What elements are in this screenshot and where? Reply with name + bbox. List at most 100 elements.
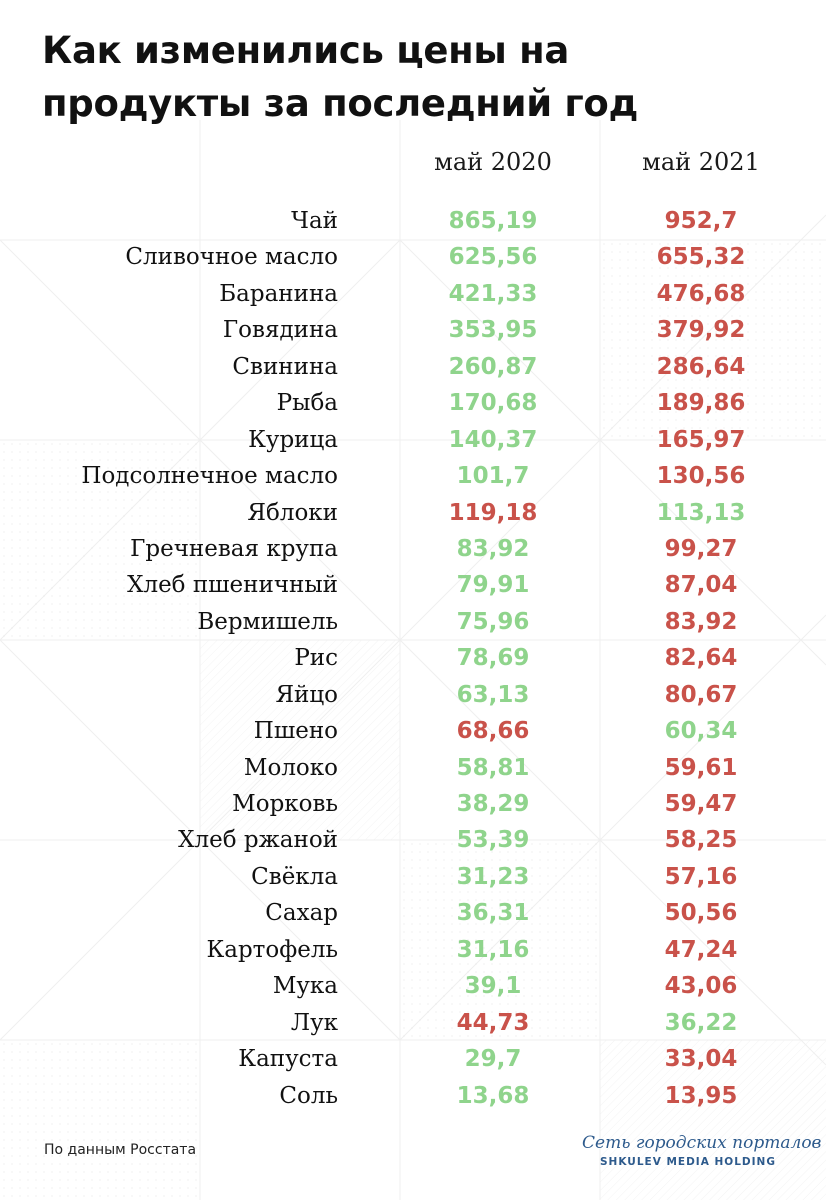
column-header-may-2021: май 2021 [642, 148, 760, 176]
price-may-2020: 353,95 [448, 317, 538, 344]
price-may-2020: 39,1 [464, 973, 522, 1000]
price-may-2021: 59,47 [664, 791, 738, 817]
price-may-2020: 13,68 [456, 1082, 530, 1109]
table-row: Сливочное масло 625,56 655,32 [0, 239, 826, 275]
table-row: Яблоки 119,18 113,13 [0, 495, 826, 531]
price-may-2020: 53,39 [456, 827, 530, 854]
price-may-2021: 43,06 [664, 973, 738, 1000]
table-row: Вермишель 75,96 83,92 [0, 604, 826, 640]
price-may-2020: 625,56 [448, 244, 538, 271]
product-name: Хлеб ржаной [178, 827, 338, 854]
table-row: Баранина 421,33 476,68 [0, 276, 826, 312]
table-row: Рыба 170,68 189,86 [0, 385, 826, 421]
table-row: Капуста 29,7 33,04 [0, 1041, 826, 1077]
price-may-2020: 58,81 [456, 754, 530, 781]
price-may-2020: 140,37 [448, 426, 538, 453]
table-row: Чай 865,19 952,7 [0, 203, 826, 239]
product-name: Сливочное масло [125, 244, 338, 271]
product-name: Яйцо [275, 681, 338, 708]
table-row: Пшено 68,66 60,34 [0, 713, 826, 749]
price-may-2020: 31,16 [456, 936, 530, 963]
product-name: Курица [248, 426, 338, 453]
price-may-2021: 57,16 [664, 863, 738, 890]
price-may-2021: 952,7 [664, 208, 738, 234]
price-may-2020: 29,7 [464, 1046, 522, 1073]
table-row: Лук 44,73 36,22 [0, 1005, 826, 1041]
table-row: Свёкла 31,23 57,16 [0, 859, 826, 895]
product-name: Молоко [243, 754, 338, 781]
product-name: Подсолнечное масло [81, 463, 338, 490]
product-name: Гречневая крупа [130, 535, 338, 562]
price-may-2020: 119,18 [448, 499, 538, 526]
price-may-2021: 655,32 [656, 244, 746, 271]
product-name: Пшено [253, 718, 338, 745]
price-may-2020: 75,96 [456, 608, 530, 635]
product-name: Сахар [265, 900, 338, 927]
price-table: Чай 865,19 952,7 Сливочное масло 625,56 655,3… [0, 203, 826, 1114]
price-may-2021: 33,04 [664, 1046, 738, 1073]
logo-script-text: Сеть городских порталов [582, 1133, 822, 1153]
price-may-2020: 421,33 [448, 280, 538, 307]
price-may-2020: 78,69 [456, 645, 530, 672]
price-may-2021: 130,56 [656, 463, 746, 490]
product-name: Хлеб пшеничный [127, 572, 338, 599]
table-row: Морковь 38,29 59,47 [0, 786, 826, 822]
table-row: Подсолнечное масло 101,7 130,56 [0, 458, 826, 494]
price-may-2021: 476,68 [656, 280, 746, 307]
table-row: Картофель 31,16 47,24 [0, 932, 826, 968]
table-row: Мука 39,1 43,06 [0, 968, 826, 1004]
price-may-2021: 13,95 [664, 1082, 738, 1109]
price-may-2021: 87,04 [664, 572, 738, 599]
product-name: Соль [279, 1082, 338, 1109]
product-name: Яблоки [247, 499, 338, 526]
table-row: Сахар 36,31 50,56 [0, 895, 826, 931]
source-note: По данным Росстата [44, 1142, 197, 1158]
table-row: Свинина 260,87 286,64 [0, 349, 826, 385]
product-name: Свёкла [251, 863, 338, 890]
price-may-2020: 36,31 [456, 900, 530, 927]
price-may-2020: 83,92 [456, 535, 530, 562]
price-may-2021: 47,24 [664, 936, 738, 963]
price-may-2020: 260,87 [448, 353, 538, 380]
price-may-2020: 865,19 [448, 208, 538, 234]
product-name: Картофель [206, 936, 338, 963]
price-may-2021: 59,61 [664, 754, 738, 781]
price-may-2021: 58,25 [664, 827, 738, 854]
product-name: Капуста [238, 1046, 338, 1073]
price-may-2021: 165,97 [656, 426, 746, 453]
price-may-2020: 38,29 [456, 791, 530, 817]
table-row: Хлеб ржаной 53,39 58,25 [0, 822, 826, 858]
price-may-2020: 101,7 [456, 463, 530, 490]
price-may-2021: 50,56 [664, 900, 738, 927]
product-name: Свинина [232, 353, 338, 380]
table-row: Яйцо 63,13 80,67 [0, 677, 826, 713]
price-may-2021: 60,34 [664, 718, 738, 745]
price-may-2021: 286,64 [656, 353, 746, 380]
price-may-2021: 83,92 [664, 608, 738, 635]
table-row: Рис 78,69 82,64 [0, 640, 826, 676]
price-may-2020: 44,73 [456, 1009, 530, 1036]
product-name: Баранина [219, 280, 338, 307]
price-may-2020: 31,23 [456, 863, 530, 890]
price-may-2020: 79,91 [456, 572, 530, 599]
column-header-may-2020: май 2020 [434, 148, 552, 176]
price-may-2021: 82,64 [664, 645, 738, 672]
table-row: Молоко 58,81 59,61 [0, 750, 826, 786]
price-may-2021: 379,92 [656, 317, 746, 344]
price-may-2021: 99,27 [664, 535, 738, 562]
page-title: Как изменились цены на продукты за после… [42, 29, 639, 125]
logo-holding-text: SHKULEV MEDIA HOLDING [600, 1156, 776, 1168]
table-row: Гречневая крупа 83,92 99,27 [0, 531, 826, 567]
price-may-2020: 63,13 [456, 681, 530, 708]
product-name: Мука [272, 973, 338, 1000]
table-row: Соль 13,68 13,95 [0, 1078, 826, 1114]
price-may-2021: 36,22 [664, 1009, 738, 1036]
table-row: Хлеб пшеничный 79,91 87,04 [0, 567, 826, 603]
product-name: Говядина [222, 317, 338, 344]
publisher-logo: Сеть городских порталов SHKULEV MEDIA HO… [582, 1132, 822, 1170]
price-may-2021: 113,13 [656, 499, 746, 526]
price-may-2020: 170,68 [448, 390, 538, 417]
product-name: Лук [290, 1009, 338, 1036]
price-may-2021: 189,86 [656, 390, 746, 417]
